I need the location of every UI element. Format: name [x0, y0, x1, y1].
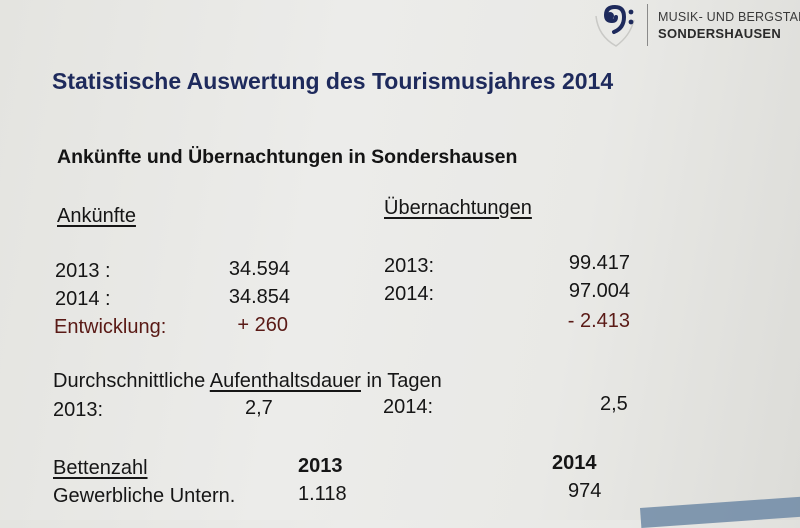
arrivals-2014-value: 34.854: [228, 286, 290, 308]
logo-text-line2: SONDERSHAUSEN: [658, 26, 782, 41]
page-title: Statistische Auswertung des Tourismusjah…: [52, 68, 614, 94]
beds-col-2013: 2013: [298, 455, 343, 477]
average-stay-text-after: in Tagen: [366, 370, 442, 392]
stay-2013-value: 2,7: [245, 397, 273, 419]
average-stay-text-before: Durchschnittliche: [53, 370, 206, 392]
overnights-2013-label: 2013:: [384, 255, 435, 277]
average-stay-text-underlined: Aufenthaltsdauer: [209, 370, 361, 392]
arrivals-development-value: + 260: [237, 314, 288, 336]
beds-row-label: Gewerbliche Untern.: [53, 485, 236, 507]
overnights-heading: Übernachtungen: [384, 197, 532, 219]
beds-value-2014: 974: [568, 480, 602, 502]
beds-col-2014: 2014: [552, 452, 597, 474]
logo-text-line1: MUSIK- UND BERGSTADT: [658, 10, 800, 24]
overnights-2014-label: 2014:: [384, 283, 435, 305]
overnights-development-value: - 2.413: [567, 310, 630, 332]
stay-2014-value: 2,5: [600, 393, 628, 415]
section-title: Ankünfte und Übernachtungen in Sondersha…: [57, 146, 518, 168]
development-label: Entwicklung:: [54, 316, 167, 338]
logo-divider: [647, 4, 648, 46]
beds-value-2013: 1.118: [298, 483, 347, 505]
average-stay-heading: Durchschnittliche Aufenthaltsdauer in Ta…: [53, 370, 442, 393]
bass-clef-heart-icon: [595, 4, 635, 47]
overnights-2014-value: 97.004: [568, 280, 630, 302]
arrivals-2014-label: 2014 :: [55, 288, 111, 310]
footer-decoration: [640, 494, 800, 528]
arrivals-heading: Ankünfte: [57, 205, 136, 227]
arrivals-2013-label: 2013 :: [55, 260, 111, 282]
overnights-2013-value: 99.417: [568, 252, 630, 274]
stay-2013-label: 2013:: [53, 399, 104, 421]
arrivals-2013-value: 34.594: [228, 258, 290, 280]
stay-2014-label: 2014:: [383, 396, 434, 418]
beds-heading: Bettenzahl: [53, 457, 148, 479]
